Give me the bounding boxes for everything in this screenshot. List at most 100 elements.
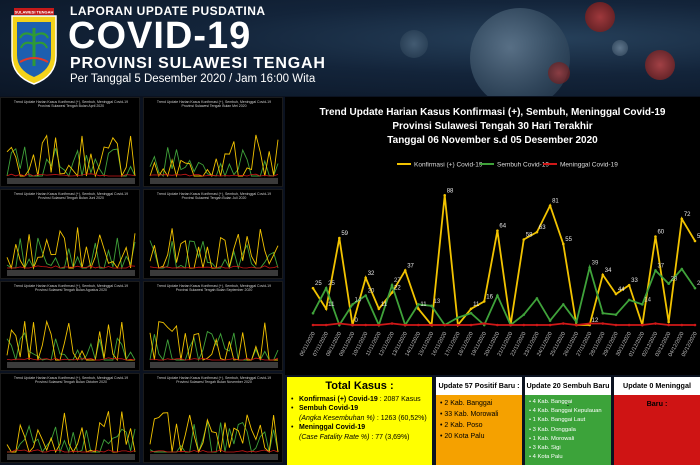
virus-illustration — [612, 40, 628, 56]
data-point — [496, 323, 499, 327]
header-banner: SULAWESI TENGAH LAPORAN UPDATE PUSDATINA… — [0, 0, 700, 96]
data-point — [456, 316, 460, 319]
monthly-chart-thumbnail: Trend Update Harian Kasus Konfirmasi (+)… — [0, 373, 140, 463]
report-label: LAPORAN UPDATE PUSDATINA — [70, 4, 266, 18]
data-point — [403, 323, 407, 327]
data-point — [430, 304, 433, 308]
new-positive-title: Update 57 Positif Baru : — [436, 377, 522, 395]
data-point — [614, 292, 618, 296]
data-point — [654, 322, 657, 325]
main-trend-chart: Trend Update Harian Kasus Konfirmasi (+)… — [285, 97, 700, 375]
data-point — [469, 307, 473, 311]
thumbnail-series-line — [149, 412, 279, 454]
data-point — [324, 323, 328, 327]
province-name: PROVINSI SULAWESI TENGAH — [70, 55, 326, 72]
data-point — [641, 303, 644, 306]
data-point — [311, 286, 315, 290]
thumbnail-title: Trend Update Harian Kasus Konfirmasi (+)… — [13, 284, 129, 293]
list-item: • 2 Kab. Banggai — [440, 400, 493, 407]
thumbnail-series-line — [6, 146, 136, 178]
thumbnail-title: Trend Update Harian Kasus Konfirmasi (+)… — [13, 192, 129, 201]
data-point — [417, 307, 420, 311]
chart-title: Trend Update Harian Kasus Konfirmasi (+)… — [319, 107, 666, 118]
thumbnail-series-line — [6, 134, 136, 178]
confirmed-label: Konfirmasi (+) Covid-19 — [299, 396, 378, 403]
data-point — [667, 320, 670, 324]
recovered-value: : 1263 (60,52%) — [376, 414, 427, 422]
died-label: Meninggal Covid-19 — [299, 424, 366, 432]
data-label: 81 — [552, 199, 559, 205]
thumbnail-chart — [6, 227, 136, 276]
data-label: 14 — [644, 297, 651, 303]
new-died-panel: Update 0 Meninggal Baru : — [614, 377, 700, 465]
thumbnail-series-line — [6, 411, 136, 454]
data-point — [588, 322, 591, 325]
data-point — [338, 236, 341, 240]
data-point — [693, 323, 697, 327]
data-point — [417, 323, 420, 327]
data-label: 58 — [526, 233, 533, 239]
data-label: 72 — [684, 212, 691, 218]
data-point — [364, 294, 367, 297]
thumbnail-series-line — [149, 357, 279, 361]
list-item: • 1 Kab. Morowali — [529, 435, 575, 442]
data-label: 27 — [394, 278, 401, 284]
data-label: 14 — [355, 297, 362, 303]
data-point — [377, 307, 381, 311]
report-date: Per Tanggal 5 Desember 2020 / Jam 16:00 … — [70, 73, 316, 85]
thumbnail-chart — [149, 228, 279, 276]
monthly-chart-thumbnail: Trend Update Harian Kasus Konfirmasi (+)… — [0, 281, 140, 371]
thumbnail-chart — [6, 134, 136, 184]
data-point — [601, 322, 605, 325]
thumbnail-x-axis — [150, 362, 278, 368]
thumbnail-x-axis — [7, 454, 135, 460]
data-point — [522, 323, 526, 327]
thumbnail-x-axis — [7, 178, 135, 184]
data-point — [482, 322, 486, 325]
data-label: 13 — [434, 299, 441, 305]
data-label: 59 — [341, 231, 348, 237]
data-label: 64 — [499, 224, 506, 230]
thumbnail-series-line — [149, 330, 279, 362]
page-title: COVID-19 — [68, 15, 252, 57]
thumbnail-title: Trend Update Harian Kasus Konfirmasi (+)… — [156, 192, 272, 201]
thumbnail-x-axis — [150, 178, 278, 184]
data-point — [522, 313, 526, 316]
data-label: 32 — [368, 271, 375, 277]
monthly-trend-thumbnails: Trend Update Harian Kasus Konfirmasi (+)… — [0, 97, 284, 465]
list-item: • 33 Kab. Morowali — [440, 411, 499, 418]
chart-subtitle: Provinsi Sulawesi Tengah 30 Hari Terakhi… — [392, 121, 593, 132]
legend-entry: Meninggal Covid-19 — [560, 162, 618, 169]
data-point — [627, 323, 631, 327]
monthly-chart-thumbnail: Trend Update Harian Kasus Konfirmasi (+)… — [143, 281, 283, 371]
data-label: 20 — [368, 289, 375, 295]
data-label: 16 — [486, 294, 493, 300]
data-label: 0 — [355, 318, 359, 324]
new-recovered-list: • 4 Kab. Banggai • 4 Kab. Banggai Kepulau… — [525, 395, 611, 465]
data-label: 11 — [420, 302, 427, 308]
data-label: 11 — [328, 302, 335, 308]
series-line — [313, 322, 695, 326]
data-label: 63 — [539, 225, 546, 231]
thumbnail-x-axis — [150, 454, 278, 460]
list-item: • 4 Kab. Banggai Kepulauan — [529, 408, 602, 415]
data-point — [575, 320, 578, 324]
data-label: 57 — [697, 234, 700, 240]
data-point — [693, 239, 697, 243]
data-label: 60 — [657, 230, 664, 236]
data-point — [680, 267, 684, 271]
thumbnail-chart — [6, 319, 136, 368]
confirmed-value: : 2087 Kasus — [379, 396, 421, 403]
thumbnail-title: Trend Update Harian Kasus Konfirmasi (+)… — [13, 100, 129, 109]
data-point — [667, 282, 670, 286]
chart-date-range: Tanggal 06 November s.d 05 Desember 2020 — [387, 135, 598, 146]
data-label: 37 — [407, 263, 414, 269]
thumbnail-series-line — [6, 173, 136, 177]
data-label: 11 — [473, 302, 480, 308]
data-point — [641, 323, 644, 327]
data-point — [535, 230, 539, 234]
thumbnail-chart — [6, 411, 136, 460]
list-item: • 3 Kab. Sigi — [529, 445, 561, 452]
thumbnail-series-line — [149, 228, 279, 269]
data-point — [456, 323, 460, 327]
